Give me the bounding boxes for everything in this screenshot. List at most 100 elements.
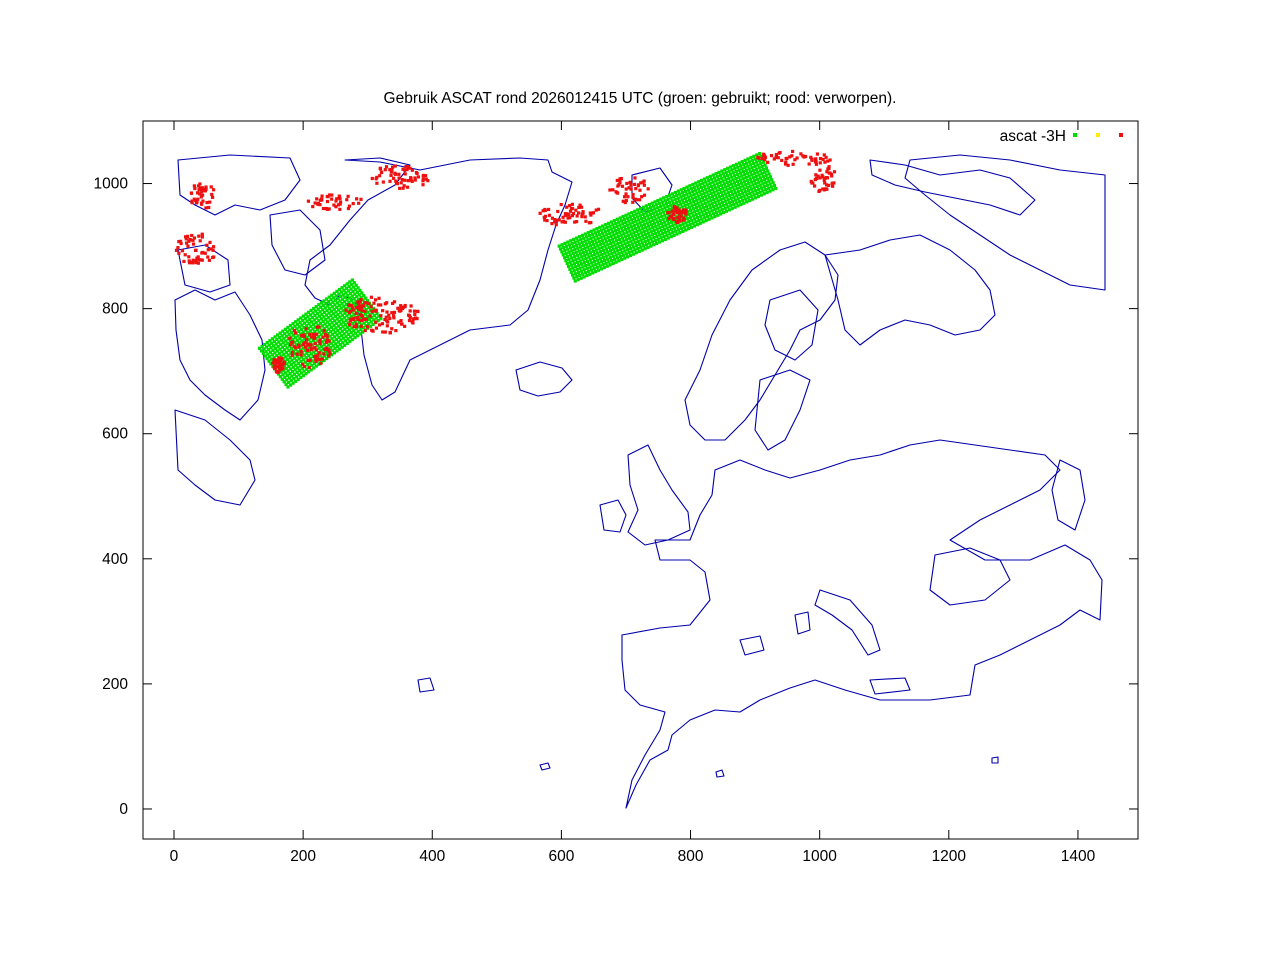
rejected-obs-point — [807, 162, 811, 166]
used-obs-point — [567, 243, 571, 247]
used-obs-point — [624, 252, 628, 256]
used-obs-point — [594, 248, 598, 252]
used-obs-point — [674, 215, 678, 219]
used-obs-point — [647, 241, 652, 245]
used-obs-point — [754, 174, 758, 179]
rejected-obs-point — [200, 190, 204, 194]
rejected-obs-point — [618, 181, 622, 185]
rejected-obs-point — [639, 181, 643, 185]
used-obs-point — [699, 207, 703, 211]
rejected-obs-point — [641, 180, 645, 184]
used-obs-point — [767, 172, 771, 176]
rejected-obs-point — [670, 209, 674, 213]
used-obs-point — [698, 183, 702, 187]
used-obs-point — [314, 352, 318, 357]
used-obs-point — [346, 321, 350, 325]
used-obs-point — [746, 157, 750, 161]
x-tick-label: 200 — [290, 848, 316, 865]
rejected-obs-point — [292, 344, 296, 348]
rejected-obs-point — [336, 203, 341, 207]
used-obs-point — [695, 223, 699, 227]
used-obs-point — [745, 178, 750, 183]
used-obs-point — [650, 215, 654, 220]
rejected-obs-point — [403, 168, 407, 172]
used-obs-point — [587, 248, 591, 252]
used-obs-point — [616, 227, 621, 231]
used-obs-point — [342, 320, 346, 324]
used-obs-point — [738, 192, 742, 197]
used-obs-point — [696, 187, 701, 191]
legend-marker-questionable — [1096, 133, 1100, 137]
used-obs-point — [656, 206, 660, 210]
rejected-obs-point — [550, 216, 555, 220]
rejected-obs-point — [390, 327, 394, 331]
rejected-obs-point — [628, 180, 632, 184]
rejected-obs-point — [208, 240, 212, 245]
rejected-obs-point — [322, 352, 326, 356]
used-obs-point — [591, 271, 595, 275]
used-obs-point — [704, 211, 708, 216]
used-obs-point — [577, 242, 581, 246]
used-obs-point — [608, 224, 612, 228]
rejected-obs-point — [594, 208, 598, 212]
used-obs-point — [303, 349, 307, 353]
used-obs-point — [291, 333, 296, 337]
used-obs-point — [341, 341, 345, 345]
used-obs-point — [684, 206, 688, 211]
used-obs-point — [745, 193, 749, 197]
used-obs-point — [359, 295, 363, 300]
rejected-obs-point — [791, 162, 795, 166]
used-obs-point — [629, 232, 633, 236]
used-obs-point — [292, 372, 297, 376]
rejected-obs-point — [274, 370, 278, 374]
used-obs-point — [337, 292, 341, 296]
rejected-obs-point — [390, 165, 395, 169]
rejected-obs-point — [394, 179, 398, 183]
rejected-obs-point — [642, 183, 646, 187]
rejected-obs-point — [335, 197, 339, 201]
used-obs-point — [692, 192, 696, 197]
used-obs-point — [568, 260, 572, 264]
used-obs-point — [344, 334, 348, 338]
used-obs-point — [611, 261, 615, 266]
used-obs-point — [730, 175, 734, 179]
used-obs-point — [597, 254, 601, 258]
used-obs-point — [740, 198, 745, 202]
used-obs-point — [685, 217, 690, 221]
used-obs-point — [577, 256, 581, 260]
rejected-obs-point — [301, 342, 305, 347]
used-obs-point — [304, 312, 308, 316]
used-obs-point — [759, 186, 764, 190]
used-obs-point — [625, 230, 629, 235]
used-obs-point — [350, 310, 354, 314]
used-obs-point — [314, 364, 318, 368]
rejected-obs-point — [684, 212, 688, 216]
used-obs-point — [259, 349, 264, 353]
used-obs-point — [637, 218, 641, 222]
used-obs-point — [584, 249, 588, 253]
used-obs-point — [667, 200, 672, 204]
used-obs-point — [621, 246, 626, 250]
used-obs-point — [752, 179, 757, 183]
used-obs-point — [340, 297, 345, 301]
used-obs-point — [618, 255, 623, 259]
used-obs-point — [690, 218, 694, 222]
x-tick-label: 1200 — [932, 848, 967, 865]
used-obs-point — [356, 297, 361, 301]
rejected-obs-point — [576, 211, 581, 215]
used-obs-point — [582, 275, 586, 279]
rejected-obs-point — [380, 322, 385, 326]
used-obs-point — [745, 185, 749, 190]
rejected-obs-point — [799, 152, 803, 156]
used-obs-point — [287, 348, 291, 353]
rejected-obs-point — [198, 182, 202, 186]
used-obs-point — [570, 242, 574, 246]
rejected-obs-point — [823, 176, 827, 180]
rejected-obs-point — [200, 258, 204, 262]
used-obs-point — [350, 294, 354, 298]
used-obs-point — [611, 247, 616, 251]
used-obs-point — [311, 322, 316, 327]
rejected-obs-point — [302, 364, 306, 369]
used-obs-point — [645, 214, 650, 218]
rejected-obs-point — [557, 218, 561, 222]
